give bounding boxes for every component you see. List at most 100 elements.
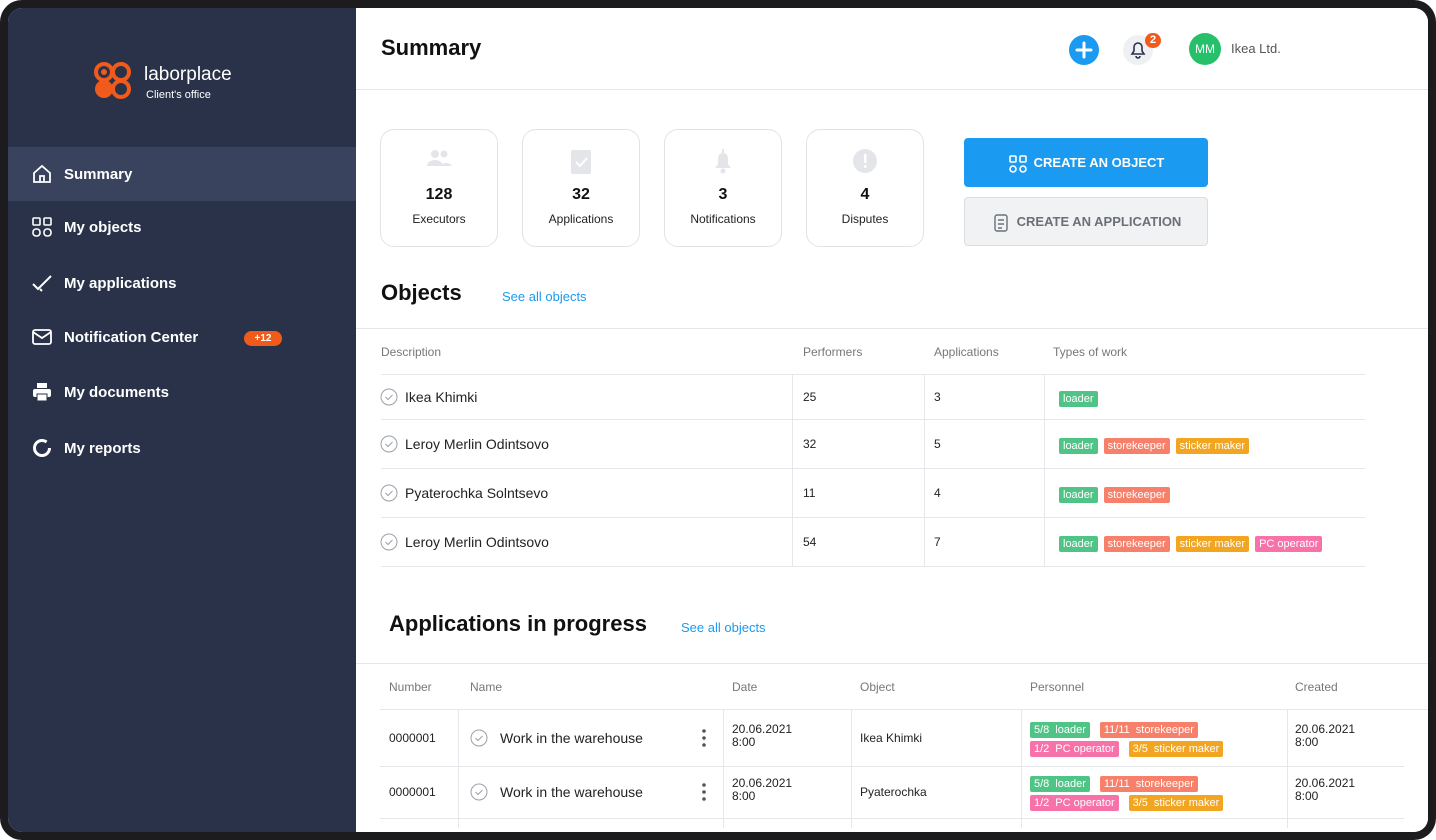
cell-border [1044, 419, 1045, 468]
button-label: CREATE AN OBJECT [1033, 155, 1165, 170]
tags: loader storekeeper sticker maker PC operato… [1059, 534, 1328, 552]
object-name[interactable]: Pyaterochka Solntsevo [405, 484, 549, 501]
work-type-tag: loader [1059, 486, 1098, 503]
column-header: Description [381, 345, 442, 359]
section-title: Objects [381, 280, 462, 305]
personnel: 5/8 loader 11/11 storekeeper 1/2 PC operator 3… [1030, 773, 1255, 811]
cell-border [458, 766, 459, 828]
cell: 32 [803, 436, 817, 451]
row-line [381, 566, 1365, 567]
object-name[interactable]: Leroy Merlin Odintsovo [405, 533, 549, 550]
create-object-button[interactable]: CREATE AN OBJECT [964, 138, 1208, 187]
column-header: Object [860, 680, 895, 694]
cell-border [924, 517, 925, 566]
cell: 4 [934, 485, 941, 500]
personnel-tag: 1/2 PC operator [1030, 795, 1119, 811]
nav-item[interactable]: My reports [64, 440, 141, 457]
row-line [380, 709, 1428, 710]
row-line [380, 766, 1404, 767]
personnel-tag: 3/5 sticker maker [1128, 740, 1224, 757]
cell: 5 [934, 436, 941, 451]
cell-border [1044, 517, 1045, 566]
avatar[interactable]: MM [1189, 33, 1221, 65]
see-all-link[interactable]: See all objects [502, 289, 587, 304]
stat-label: Notifications [690, 212, 756, 226]
icon [470, 729, 488, 746]
cell-border [1044, 468, 1045, 517]
button-label: CREATE AN APPLICATION [1016, 214, 1182, 229]
cell-border [1287, 709, 1288, 776]
see-all-link[interactable]: See all objects [681, 620, 766, 635]
logo-icon [94, 62, 131, 99]
icon [470, 783, 488, 801]
icon [380, 435, 398, 452]
cell-border [1044, 374, 1045, 419]
work-type-tag: sticker maker [1175, 437, 1250, 454]
create-application-button[interactable]: CREATE AN APPLICATION [964, 197, 1208, 246]
cell: 11 [803, 485, 816, 500]
cell: 54 [803, 534, 817, 549]
icon [33, 439, 51, 457]
work-type-tag: loader [1059, 390, 1098, 407]
stat-icon [850, 146, 880, 181]
personnel-role: PC operator [1055, 797, 1115, 809]
object-name[interactable]: Leroy Merlin Odintsovo [405, 435, 549, 452]
icon [571, 150, 591, 174]
stat-label: Disputes [841, 212, 889, 226]
nav-item[interactable]: My objects [64, 219, 142, 236]
column-header: Personnel [1030, 680, 1085, 694]
brand-name: laborplace [144, 64, 232, 85]
work-type-tag: PC operator [1255, 535, 1323, 552]
application-name[interactable]: Work in the warehouse [500, 784, 643, 800]
stat-value: 4 [860, 186, 870, 203]
icon [427, 150, 452, 166]
tags: loader storekeeper sticker maker [1059, 436, 1255, 454]
stat-card: 128 Executors [380, 129, 498, 247]
icon [380, 533, 398, 550]
work-type-tag: storekeeper [1103, 535, 1170, 552]
cell-border [851, 766, 852, 828]
nav-item[interactable]: My applications [64, 275, 177, 292]
cell: 20.06.2021 8:00 [732, 776, 793, 803]
nav-icon [31, 216, 53, 243]
icon [33, 383, 51, 402]
personnel: 5/8 loader 11/11 storekeeper 1/2 PC operator 3… [1030, 719, 1255, 757]
personnel-tag: 5/8 loader [1030, 721, 1090, 738]
personnel-count: 3/5 [1132, 797, 1148, 809]
nav-item[interactable]: My documents [64, 384, 170, 401]
divider [356, 328, 1428, 329]
icon [33, 164, 51, 183]
status-icon [470, 729, 488, 752]
stat-label: Executors [412, 212, 466, 226]
icon [702, 728, 706, 747]
cell: Ikea Khimki [860, 730, 923, 745]
personnel-count: 11/11 [1103, 778, 1130, 790]
row-line [381, 374, 1365, 375]
row-line [381, 419, 1365, 420]
nav-item[interactable]: Notification Center [64, 329, 199, 346]
personnel-count: 11/11 [1103, 723, 1130, 736]
cell-border [792, 468, 793, 517]
nav-active-bg [8, 147, 356, 201]
cell-border [792, 419, 793, 468]
cell-border [458, 709, 459, 776]
row-menu [701, 782, 707, 807]
work-type-tag: storekeeper [1103, 437, 1170, 454]
row-line [380, 818, 1404, 819]
cell-border [851, 709, 852, 776]
personnel-tag: 3/5 sticker maker [1128, 795, 1224, 811]
nav-badge: +12 [244, 331, 282, 346]
icon [32, 329, 52, 345]
column-header: Applications [934, 345, 999, 359]
application-name[interactable]: Work in the warehouse [500, 729, 643, 746]
brand-subtitle: Client's office [146, 89, 211, 101]
column-header: Date [732, 680, 758, 694]
nav-item[interactable]: Summary [64, 166, 133, 183]
work-type-tag: loader [1059, 437, 1098, 454]
object-name[interactable]: Ikea Khimki [405, 388, 478, 405]
add-button[interactable] [1068, 34, 1100, 66]
column-header: Performers [803, 345, 863, 359]
stat-icon [566, 146, 596, 181]
company-name[interactable]: Ikea Ltd. [1231, 41, 1281, 56]
